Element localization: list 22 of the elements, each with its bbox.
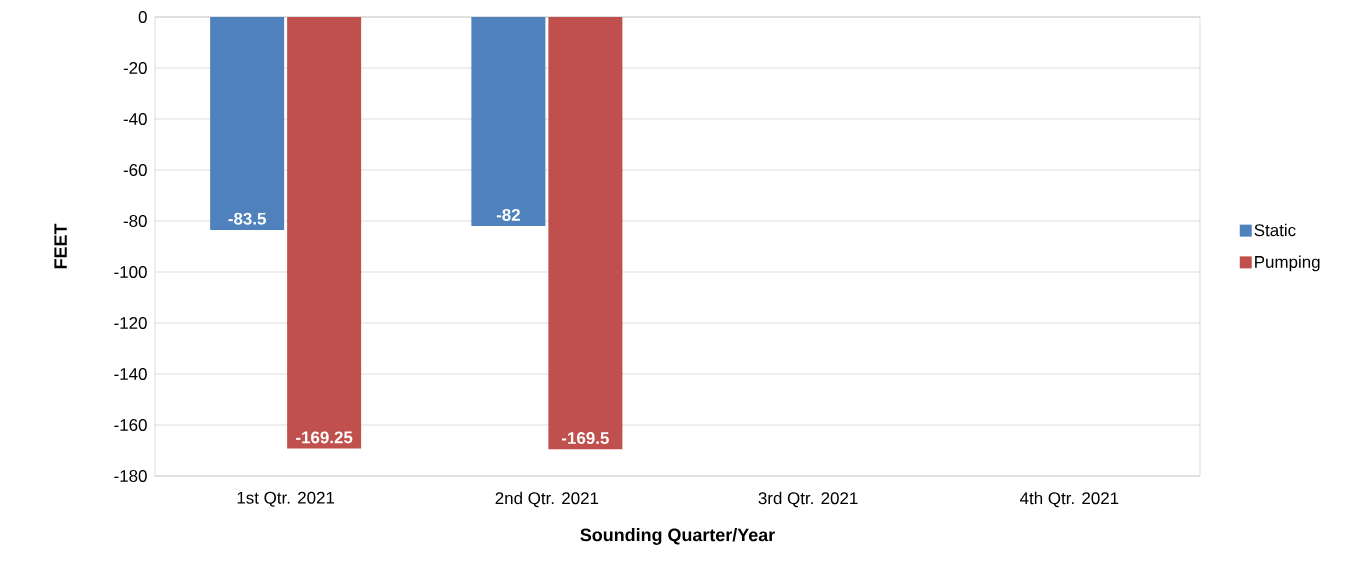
y-tick-label: -20: [123, 62, 147, 74]
legend-label: Pumping: [1255, 255, 1320, 272]
data-label: -82: [496, 208, 520, 221]
y-tick-label: -180: [114, 470, 147, 483]
y-tick-label: -100: [114, 266, 147, 279]
x-tick-label: 1st Qtr. 2021: [237, 491, 335, 507]
x-axis-title: Sounding Quarter/Year: [580, 528, 775, 545]
y-tick-label: -40: [123, 113, 147, 126]
data-label: -169.25: [296, 431, 353, 444]
y-tick-label: -80: [123, 215, 147, 228]
y-tick-label: -140: [114, 368, 147, 381]
data-label: -169.5: [562, 432, 609, 445]
y-tick-label: -160: [114, 419, 147, 432]
y-tick-label: -120: [114, 317, 147, 330]
x-tick-label: 3rd Qtr. 2021: [758, 491, 858, 508]
x-tick-label: 2nd Qtr. 2021: [495, 491, 599, 508]
data-label: -83.5: [228, 212, 266, 225]
y-axis-title: FEET: [54, 223, 67, 269]
x-tick-label: 4th Qtr. 2021: [1020, 491, 1119, 508]
y-tick-label: 0: [138, 11, 147, 23]
legend-label: Static: [1254, 223, 1296, 237]
y-tick-label: -60: [123, 164, 147, 177]
